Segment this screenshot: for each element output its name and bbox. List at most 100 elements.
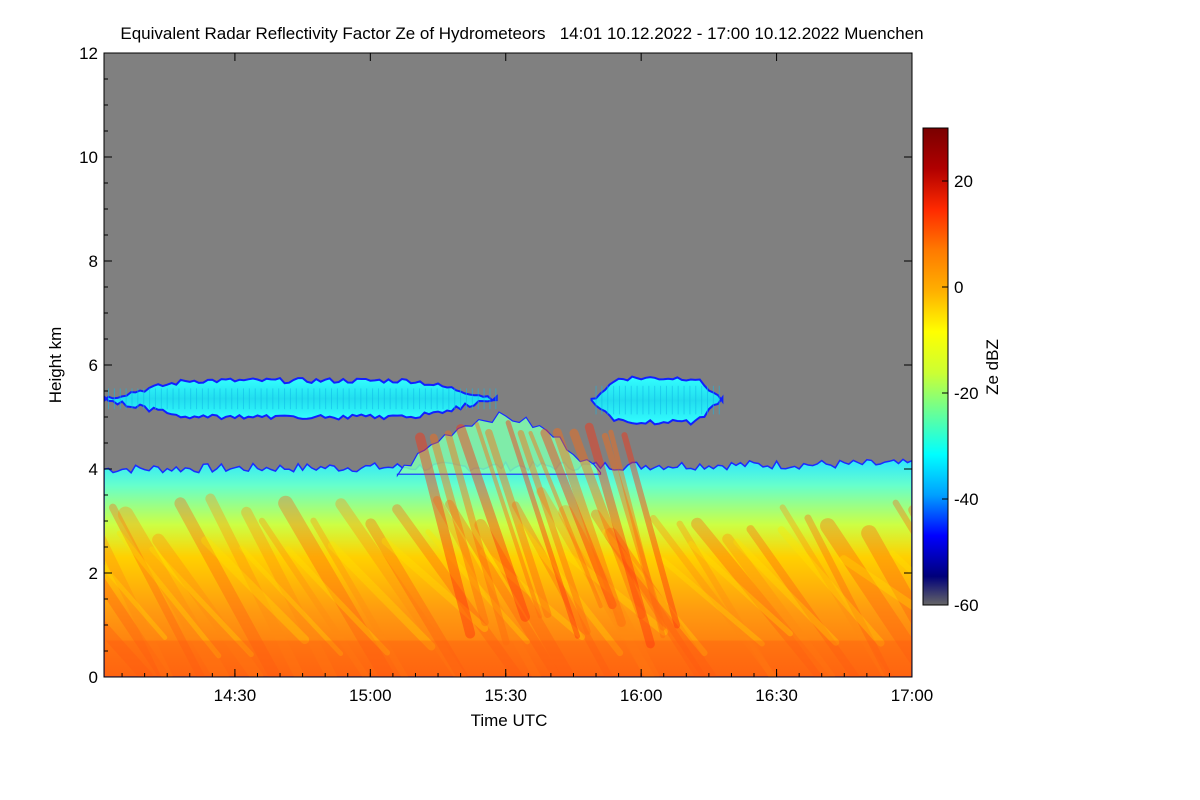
x-tick-label: 17:00 [891, 686, 934, 705]
fall-streak-band [676, 520, 776, 677]
colorbar-tick-label: -20 [954, 384, 979, 403]
cloud-band-2 [590, 375, 724, 426]
colorbar: -60 -40 -20 0 20 Ze dBZ [922, 127, 1002, 615]
fall-streak-band [365, 518, 469, 677]
y-tick-label: 2 [89, 564, 98, 583]
colorbar-tick-label: 0 [954, 278, 963, 297]
colorbar-ticks: -60 -40 -20 0 20 [942, 172, 979, 615]
y-tick-label: 0 [89, 668, 98, 687]
y-tick-label: 6 [89, 356, 98, 375]
yellow-streak [660, 557, 765, 647]
streak-line [456, 424, 530, 622]
fall-streak-band [804, 514, 893, 677]
fall-streak-band [590, 509, 706, 677]
colorbar-tick-label: 20 [954, 172, 973, 191]
x-tick-label: 14:30 [214, 686, 257, 705]
x-tick-label: 15:30 [484, 686, 527, 705]
streak-line [569, 428, 646, 620]
yellow-streak [479, 548, 586, 641]
streak-line [528, 430, 603, 609]
yellow-streak [777, 526, 885, 647]
yellow-streak [733, 538, 840, 646]
streak-line [608, 429, 666, 639]
fall-streak-band [104, 533, 173, 677]
yellow-streak [327, 541, 436, 651]
fall-streak-band [205, 493, 305, 677]
colorbar-ramp [922, 127, 949, 606]
fall-streak-band [152, 533, 264, 677]
fall-streak-band [310, 517, 409, 677]
yellow-streak [517, 523, 624, 657]
fall-streak-band [117, 506, 229, 677]
streak-line [415, 432, 476, 639]
fall-streak-band [779, 504, 890, 677]
yellow-streak [839, 555, 912, 611]
plot-area [104, 53, 1036, 677]
yellow-streak [688, 541, 793, 637]
fall-streak-band [604, 527, 717, 677]
colorbar-tick-label: -60 [954, 596, 979, 615]
x-tick-label: 15:00 [349, 686, 392, 705]
y-tick-label: 12 [79, 44, 98, 63]
fall-streak-band [536, 487, 655, 677]
yellow-streak [149, 546, 254, 658]
y-axis: 0 2 4 6 8 10 12 [79, 44, 912, 687]
streak-line [474, 421, 543, 619]
fall-streak-band [258, 517, 370, 677]
colorbar-label: Ze dBZ [983, 339, 1002, 395]
fall-streaks [396, 411, 681, 649]
yellow-streak [116, 530, 222, 659]
yellow-streak [239, 545, 344, 657]
fall-streak-band [649, 514, 778, 677]
yellow-streak [381, 537, 489, 633]
streak-line [601, 432, 666, 631]
streak-top [396, 411, 602, 478]
fall-streak-band [104, 577, 170, 677]
fall-streak-band [174, 497, 282, 677]
fall-streak-band [691, 517, 829, 677]
upper-cloud-layer [104, 375, 724, 426]
fall-streak-band [746, 525, 860, 677]
streak-line [552, 427, 626, 627]
fall-streak-band [241, 506, 338, 677]
fall-streak-band [511, 501, 613, 677]
streak-line [540, 428, 617, 610]
yellow-streak [937, 534, 1036, 629]
x-axis: 14:30 15:00 15:30 16:00 16:30 17:00 [121, 53, 934, 705]
x-axis-label: Time UTC [471, 711, 548, 730]
fall-streak-band [474, 519, 576, 677]
yellow-streak [285, 546, 391, 656]
yellow-streak [889, 550, 912, 576]
fall-streak-band [104, 620, 154, 677]
fall-streak-band [109, 503, 205, 677]
yellow-streak [425, 529, 530, 645]
surface-band [104, 640, 912, 677]
fall-streak-band [335, 498, 467, 677]
y-tick-label: 10 [79, 148, 98, 167]
streak-line [621, 432, 681, 629]
fall-streak-band [558, 505, 660, 677]
streak-line [485, 428, 552, 618]
streak-line [429, 433, 489, 627]
x-tick-label: 16:00 [620, 686, 663, 705]
yellow-streak [601, 529, 708, 657]
fall-streak-band [861, 525, 912, 626]
y-tick-label: 4 [89, 460, 98, 479]
streak-line [517, 430, 591, 635]
precipitation-layer [104, 458, 1036, 677]
yellow-streak [104, 563, 168, 640]
chart-title: Equivalent Radar Reflectivity Factor Ze … [120, 24, 923, 43]
fall-streak-band [278, 495, 395, 677]
fall-streak-band [433, 496, 541, 677]
colorbar-tick-label: -40 [954, 490, 979, 509]
fall-streak-band [445, 499, 562, 677]
y-tick-label: 8 [89, 252, 98, 271]
yellow-streak [561, 549, 668, 636]
y-axis-label: Height km [46, 327, 65, 404]
streak-line [505, 420, 581, 639]
x-tick-label: 16:30 [755, 686, 798, 705]
fall-streak-band [722, 533, 836, 677]
yellow-streak [201, 536, 310, 645]
streak-line [584, 422, 655, 649]
